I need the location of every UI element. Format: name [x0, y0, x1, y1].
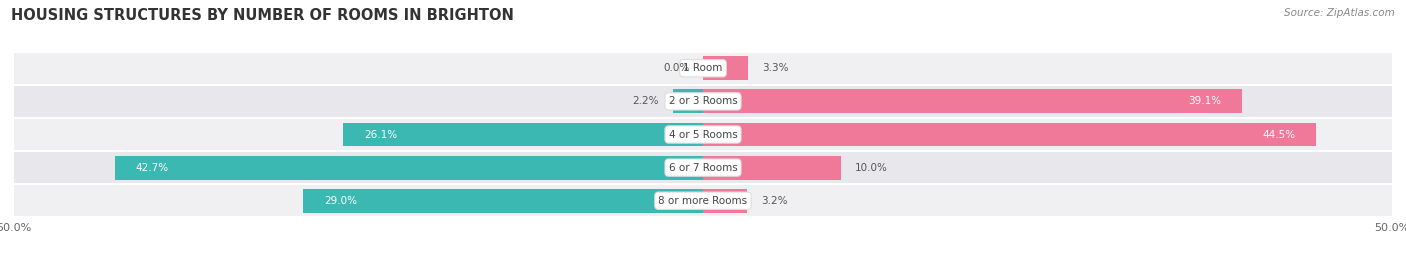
- Text: 44.5%: 44.5%: [1263, 129, 1295, 140]
- Bar: [703, 56, 748, 80]
- Text: 4 or 5 Rooms: 4 or 5 Rooms: [669, 129, 737, 140]
- Bar: [672, 90, 703, 113]
- Bar: [14, 151, 1392, 184]
- Bar: [14, 184, 1392, 217]
- Bar: [703, 90, 1241, 113]
- Text: 10.0%: 10.0%: [855, 162, 887, 173]
- Bar: [343, 123, 703, 146]
- Text: 29.0%: 29.0%: [323, 196, 357, 206]
- Bar: [703, 156, 841, 179]
- Bar: [703, 123, 1316, 146]
- Text: 0.0%: 0.0%: [664, 63, 689, 73]
- Text: 3.3%: 3.3%: [762, 63, 789, 73]
- Bar: [304, 189, 703, 213]
- Text: HOUSING STRUCTURES BY NUMBER OF ROOMS IN BRIGHTON: HOUSING STRUCTURES BY NUMBER OF ROOMS IN…: [11, 8, 515, 23]
- Bar: [14, 85, 1392, 118]
- Text: Source: ZipAtlas.com: Source: ZipAtlas.com: [1284, 8, 1395, 18]
- Text: 39.1%: 39.1%: [1188, 96, 1220, 107]
- Text: 6 or 7 Rooms: 6 or 7 Rooms: [669, 162, 737, 173]
- Bar: [115, 156, 703, 179]
- Bar: [14, 52, 1392, 85]
- Text: 2 or 3 Rooms: 2 or 3 Rooms: [669, 96, 737, 107]
- Text: 1 Room: 1 Room: [683, 63, 723, 73]
- Bar: [703, 189, 747, 213]
- Text: 42.7%: 42.7%: [135, 162, 169, 173]
- Text: 26.1%: 26.1%: [364, 129, 396, 140]
- Text: 3.2%: 3.2%: [761, 196, 787, 206]
- Text: 8 or more Rooms: 8 or more Rooms: [658, 196, 748, 206]
- Bar: [14, 118, 1392, 151]
- Text: 2.2%: 2.2%: [633, 96, 659, 107]
